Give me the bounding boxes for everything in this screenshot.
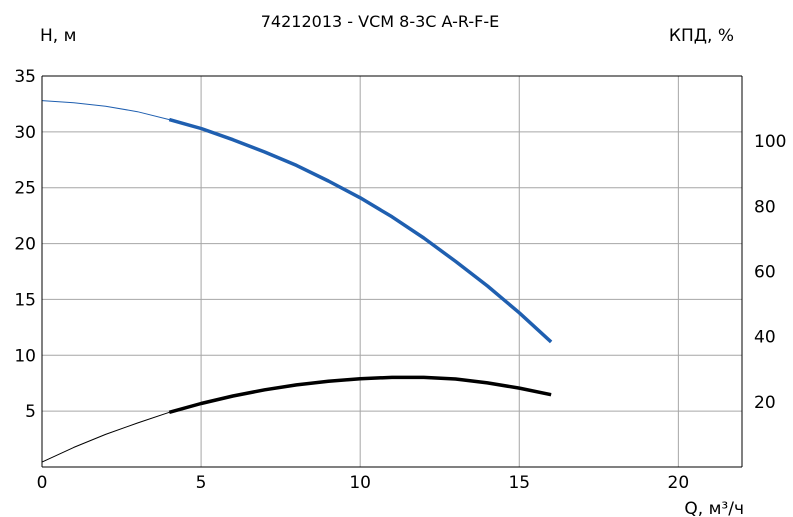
y-left-tick-label: 10 (14, 346, 36, 366)
series-lines (41, 100, 553, 463)
y-right-tick-label: 60 (754, 263, 776, 283)
y-right-tick-label: 20 (754, 393, 776, 413)
axes (41, 75, 743, 468)
x-tick-label: 5 (196, 473, 207, 493)
y-right-tick-label: 100 (754, 132, 786, 152)
grid-lines (42, 76, 742, 467)
y-left-tick-label: 20 (14, 235, 36, 255)
x-tick-label: 15 (508, 473, 530, 493)
y-right-tick-label: 80 (754, 197, 776, 217)
y-left-tick-label: 15 (14, 290, 36, 310)
y-left-tick-label: 25 (14, 179, 36, 199)
y-axis-right-label: КПД, % (669, 26, 734, 46)
x-axis-label: Q, м³/ч (684, 499, 744, 517)
y-left-tick-label: 5 (25, 402, 36, 422)
y-right-tick-label: 40 (754, 328, 776, 348)
y-left-tick-label: 30 (14, 123, 36, 143)
tick-labels: 0 5 10 15 20 5 10 15 20 25 30 35 20 40 60 80 100 (14, 67, 786, 493)
head-curve-operating (168, 117, 553, 344)
y-axis-left-label: H, м (40, 26, 76, 46)
efficiency-curve-full (41, 376, 552, 463)
y-left-tick-label: 35 (14, 67, 36, 87)
efficiency-curve-operating (168, 375, 552, 414)
x-tick-label: 0 (37, 473, 48, 493)
x-tick-label: 10 (349, 473, 371, 493)
x-tick-label: 20 (668, 473, 690, 493)
chart-title: 74212013 - VCM 8-3C A-R-F-E (261, 12, 499, 31)
head-curve-full (41, 100, 552, 343)
